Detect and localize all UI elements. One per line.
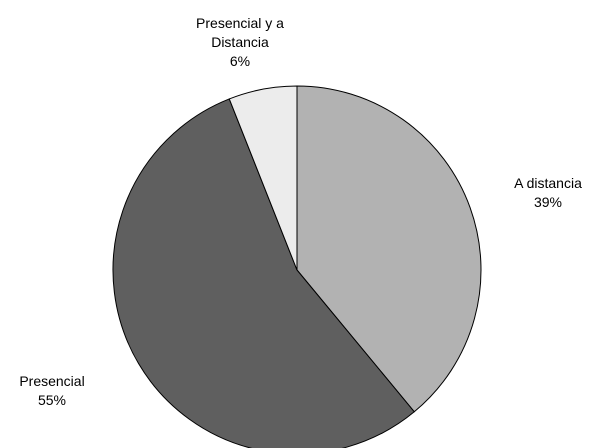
slice-percent-label: 55% <box>38 392 66 408</box>
pie-slice <box>228 85 298 271</box>
slice-label: Distancia <box>211 34 269 50</box>
slice-label: A distancia <box>514 175 582 191</box>
slice-percent-label: 6% <box>230 53 250 69</box>
slice-label: Presencial y a <box>196 15 284 31</box>
pie-slice <box>112 98 415 448</box>
pie-slice <box>296 85 482 413</box>
slice-percent-label: 39% <box>534 194 562 210</box>
slice-label: Presencial <box>19 373 84 389</box>
pie-labels: A distancia 39% Presencial 55% Presencial y … <box>19 15 582 408</box>
pie-slices <box>112 85 482 448</box>
